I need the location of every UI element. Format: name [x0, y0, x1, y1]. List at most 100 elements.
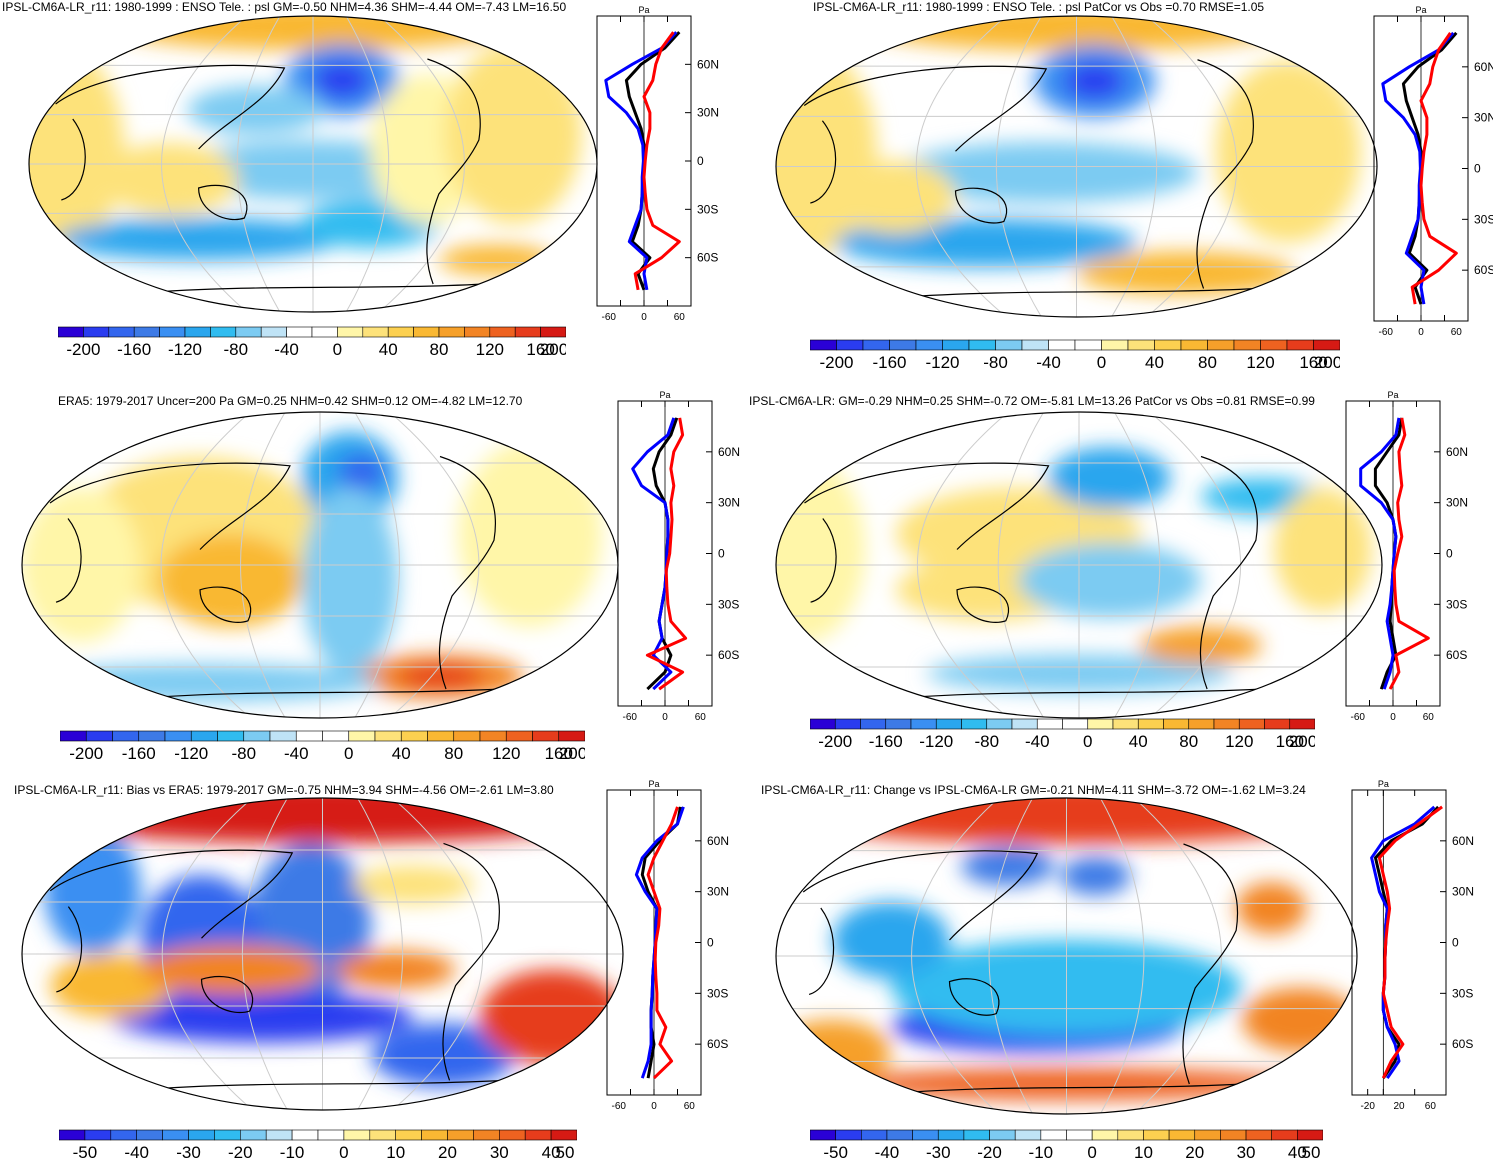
colorbar-swatch — [369, 1129, 396, 1141]
colorbar-swatch — [942, 339, 970, 351]
colorbar-swatch — [400, 730, 428, 742]
colorbar-label: -20 — [977, 1143, 1002, 1161]
colorbar-swatch — [235, 326, 262, 338]
colorbar-swatch — [524, 1129, 552, 1141]
colorbar-label: -80 — [983, 353, 1008, 371]
colorbar-label: -120 — [174, 744, 208, 762]
colorbar-label: -40 — [875, 1143, 900, 1161]
anomaly-region — [158, 534, 302, 627]
profile-lat-label: 60S — [1446, 648, 1467, 662]
profile-lat-label: 60N — [697, 57, 719, 71]
map-field — [776, 798, 1357, 1114]
colorbar-swatch — [810, 1129, 836, 1141]
colorbar-label: 200 — [1289, 732, 1315, 750]
profile-xtick-label: -60 — [1379, 327, 1394, 338]
colorbar-label: -200 — [66, 340, 100, 358]
profile-unit: Pa — [638, 5, 649, 15]
colorbar-swatch — [85, 730, 113, 742]
colorbar-swatch — [159, 326, 186, 338]
colorbar-swatch — [885, 718, 912, 730]
colorbar-swatch — [1289, 718, 1315, 730]
colorbar-label: -40 — [1025, 732, 1050, 750]
colorbar-swatch — [184, 326, 211, 338]
meridian-line — [161, 16, 248, 312]
profile-lat-label: 30N — [707, 885, 729, 899]
coastline-asia — [802, 850, 1039, 941]
panel-p4: IPSL-CM6A-LR: GM=-0.29 NHM=0.25 SHM=-0.7… — [747, 385, 1493, 765]
anomaly-region — [832, 901, 950, 979]
colorbar-label: 40 — [392, 744, 411, 762]
map-field — [776, 16, 1377, 317]
map-p6 — [775, 797, 1358, 1115]
colorbar-swatch — [1062, 718, 1089, 730]
colorbar-swatch — [1127, 339, 1155, 351]
meridian-line — [160, 412, 251, 718]
profile-series-obs — [1370, 805, 1436, 1079]
colorbar-label: -80 — [231, 744, 256, 762]
colorbar-swatch — [317, 1129, 345, 1141]
colorbar-swatch — [1264, 718, 1291, 730]
colorbar-swatch — [514, 326, 541, 338]
graticule — [22, 412, 618, 718]
colorbar-label: 0 — [1083, 732, 1092, 750]
panel-title: IPSL-CM6A-LR_r11: 1980-1999 : ENSO Tele.… — [2, 0, 567, 14]
colorbar-label: 20 — [438, 1143, 457, 1161]
colorbar-label: 80 — [444, 744, 463, 762]
colorbar-swatch — [1180, 339, 1208, 351]
colorbar-swatch — [1074, 339, 1102, 351]
anomaly-region — [338, 453, 386, 491]
meridian-line — [997, 412, 1045, 718]
meridian-line — [240, 412, 286, 718]
colorbar-swatch — [1220, 1129, 1247, 1141]
profile-xtick-label: 60 — [1423, 712, 1435, 723]
colorbar-swatch — [968, 339, 996, 351]
colorbar-label: 200 — [559, 744, 585, 762]
profile-xtick-label: 60 — [674, 312, 686, 323]
meridian-line — [1113, 412, 1161, 718]
profile-p6: Pa -20 20 60 60N 30N 0 30S 60S — [1351, 779, 1474, 1112]
colorbar-swatch — [453, 730, 481, 742]
colorbar-label: 40 — [379, 340, 398, 358]
anomaly-region — [458, 441, 602, 627]
anomaly-region — [302, 487, 398, 674]
colorbar-swatch — [1207, 339, 1235, 351]
profile-lat-label: 0 — [718, 547, 725, 561]
colorbar-swatch — [108, 326, 135, 338]
profile-lat-label: 60S — [1452, 1037, 1473, 1051]
profile-lat-label: 60N — [707, 834, 729, 848]
meridian-line — [915, 16, 1007, 317]
coastline-antarctica — [139, 688, 501, 699]
colorbar-swatch — [810, 718, 836, 730]
colorbar-swatch — [395, 1129, 422, 1141]
colorbar-label: 160 — [1276, 732, 1304, 750]
colorbar-swatch — [348, 730, 376, 742]
map-p3 — [21, 411, 619, 719]
profile-lat-label: 60S — [718, 648, 739, 662]
profile-p5: Pa -60 0 60 60N 30N 0 30S 60S — [606, 779, 729, 1112]
coastline-africa — [61, 118, 86, 201]
coastlines — [804, 455, 1263, 699]
profile-series-obs — [1381, 31, 1455, 305]
profile-unit: Pa — [1387, 390, 1398, 400]
colorbar-swatch — [1091, 1129, 1119, 1141]
colorbar-swatch — [860, 1129, 888, 1141]
colorbar-label: 120 — [492, 744, 520, 762]
coastlines — [802, 843, 1243, 1095]
colorbar-swatch — [1048, 339, 1076, 351]
coastline-americas — [438, 455, 497, 690]
colorbar-label: 10 — [1134, 1143, 1153, 1161]
profile-lat-label: 30S — [697, 202, 718, 216]
map-p1 — [28, 15, 598, 313]
graticule — [29, 16, 597, 312]
colorbar-label: -40 — [1036, 353, 1061, 371]
coastline-australia — [954, 187, 1008, 224]
profile-series-model — [624, 31, 681, 291]
colorbar-label: 200 — [540, 340, 566, 358]
colorbar-swatch — [188, 1129, 215, 1141]
colorbar-swatch — [1021, 339, 1049, 351]
meridian-line — [161, 798, 253, 1110]
colorbar-label: 200 — [1314, 353, 1340, 371]
colorbar-swatch — [935, 718, 962, 730]
colorbar-label: -40 — [274, 340, 299, 358]
